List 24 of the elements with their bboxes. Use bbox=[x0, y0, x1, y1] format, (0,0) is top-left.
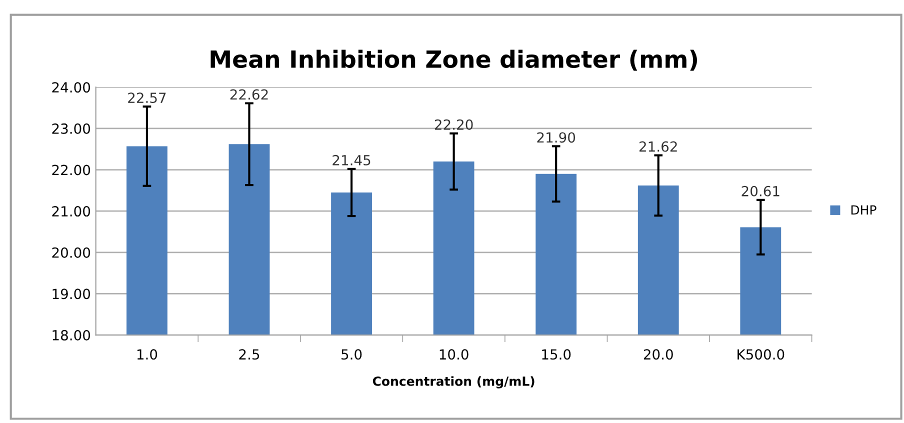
legend-label: DHP bbox=[851, 205, 876, 215]
x-tick-label: 10.0 bbox=[440, 349, 468, 360]
x-tick-label: 20.0 bbox=[644, 349, 673, 360]
data-label: 21.90 bbox=[537, 132, 576, 143]
x-tick-label: 15.0 bbox=[542, 349, 571, 360]
x-tick-label: 2.5 bbox=[239, 349, 260, 360]
data-label: 21.62 bbox=[640, 141, 677, 152]
y-tick-label: 18.00 bbox=[52, 330, 90, 340]
data-label: 22.20 bbox=[434, 119, 473, 130]
y-tick-label: 24.00 bbox=[52, 82, 90, 93]
y-tick-label: 22.00 bbox=[52, 164, 90, 176]
x-tick-label: 1.0 bbox=[137, 349, 158, 360]
y-tick-label: 23.00 bbox=[52, 123, 90, 134]
data-label: 22.57 bbox=[128, 92, 166, 104]
data-label: 22.62 bbox=[230, 89, 268, 100]
y-tick-label: 19.00 bbox=[52, 288, 90, 300]
y-tick-label: 20.00 bbox=[52, 247, 90, 258]
x-axis-title: Concentration (mg/mL) bbox=[372, 376, 534, 388]
data-label: 21.45 bbox=[332, 154, 370, 166]
x-tick-label: 5.0 bbox=[342, 349, 362, 360]
x-tick-label: K500.0 bbox=[738, 349, 784, 360]
y-tick-label: 21.00 bbox=[52, 206, 90, 217]
chart-title: Mean Inhibition Zone diameter (mm) bbox=[210, 50, 698, 71]
data-label: 20.61 bbox=[742, 186, 780, 196]
